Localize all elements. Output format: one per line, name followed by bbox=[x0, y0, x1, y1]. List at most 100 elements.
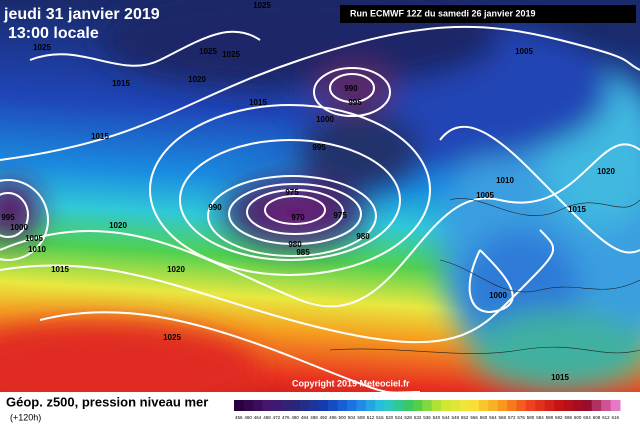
colorbar-label: 576 bbox=[517, 415, 525, 420]
colorbar-cell bbox=[262, 400, 273, 411]
colorbar-cell bbox=[234, 400, 244, 411]
isobar-label: 1000 bbox=[316, 115, 334, 124]
isobar-label: 1020 bbox=[597, 167, 615, 176]
colorbar-label: 524 bbox=[395, 415, 403, 420]
isobar-label: 985 bbox=[296, 248, 310, 257]
colorbar-label: 544 bbox=[442, 415, 450, 420]
colorbar-cell bbox=[328, 400, 339, 411]
colorbar-cell bbox=[450, 400, 461, 411]
colorbar-cell bbox=[318, 400, 329, 411]
isobar-label: 1015 bbox=[112, 79, 130, 88]
colorbar-label: 552 bbox=[461, 415, 469, 420]
colorbar-cell bbox=[337, 400, 348, 411]
colorbar-cell bbox=[412, 400, 423, 411]
colorbar-label: 468 bbox=[263, 415, 271, 420]
isobar-label: 1025 bbox=[253, 1, 271, 10]
run-box bbox=[340, 5, 636, 23]
colorbar-cell bbox=[431, 400, 442, 411]
colorbar-label: 608 bbox=[593, 415, 601, 420]
isobar-label: 1020 bbox=[167, 265, 185, 274]
colorbar-cell bbox=[535, 400, 546, 411]
colorbar-label: 472 bbox=[273, 415, 281, 420]
isobar-label: 1025 bbox=[222, 50, 240, 59]
colorbar-label: 592 bbox=[555, 415, 563, 420]
isobar-label: 1025 bbox=[163, 333, 181, 342]
colorbar-label: 532 bbox=[414, 415, 422, 420]
colorbar-label: 484 bbox=[301, 415, 309, 420]
colorbar-label: 512 bbox=[367, 415, 375, 420]
colorbar-cell bbox=[441, 400, 452, 411]
colorbar-label: 516 bbox=[376, 415, 384, 420]
isobar-label: 1010 bbox=[28, 245, 46, 254]
colorbar-cell bbox=[516, 400, 527, 411]
isobar-label: 1010 bbox=[496, 176, 514, 185]
footer-title: Géop. z500, pression niveau mer bbox=[6, 394, 208, 409]
colorbar-label: 476 bbox=[282, 415, 290, 420]
colorbar-cell bbox=[478, 400, 489, 411]
colorbar-cell bbox=[610, 400, 621, 411]
colorbar-cell bbox=[488, 400, 499, 411]
colorbar-cell bbox=[422, 400, 433, 411]
run: Run ECMWF 12Z du samedi 26 janvier 2019 bbox=[350, 8, 536, 18]
isobar-label: 1000 bbox=[10, 223, 28, 232]
colorbar-cell bbox=[365, 400, 376, 411]
copyright: Copyright 2019 Meteociel.fr bbox=[292, 378, 410, 388]
colorbar-label: 492 bbox=[320, 415, 328, 420]
colorbar-label: 584 bbox=[536, 415, 544, 420]
isobar-label: 1025 bbox=[33, 43, 51, 52]
isobar-label: 970 bbox=[291, 213, 305, 222]
colorbar-label: 572 bbox=[508, 415, 516, 420]
isobar-label: 1015 bbox=[51, 265, 69, 274]
isobar-label: 995 bbox=[312, 143, 326, 152]
colorbar-label: 616 bbox=[612, 415, 620, 420]
colorbar-cell bbox=[309, 400, 320, 411]
colorbar-label: 460 bbox=[244, 415, 252, 420]
isobar-label: 1015 bbox=[249, 98, 267, 107]
colorbar-label: 560 bbox=[480, 415, 488, 420]
colorbar-cell bbox=[591, 400, 602, 411]
colorbar-label: 612 bbox=[602, 415, 610, 420]
colorbar-cell bbox=[563, 400, 574, 411]
colorbar-label: 528 bbox=[404, 415, 412, 420]
colorbar-cell bbox=[601, 400, 612, 411]
isobar-label: 995 bbox=[348, 98, 362, 107]
colorbar-cell bbox=[507, 400, 517, 411]
isobar-label: 990 bbox=[344, 84, 358, 93]
colorbar-label: 600 bbox=[574, 415, 582, 420]
isobar-label: 1025 bbox=[199, 47, 217, 56]
colorbar-cell bbox=[394, 400, 404, 411]
isobar-label: 980 bbox=[288, 240, 302, 249]
colorbar-label: 556 bbox=[470, 415, 478, 420]
colorbar-cell bbox=[497, 400, 508, 411]
isobar-label: 1005 bbox=[476, 191, 494, 200]
colorbar-label: 496 bbox=[329, 415, 337, 420]
colorbar-label: 508 bbox=[357, 415, 365, 420]
isobar-label: 990 bbox=[208, 203, 222, 212]
colorbar-cell bbox=[525, 400, 536, 411]
colorbar-cell bbox=[356, 400, 367, 411]
colorbar-label: 480 bbox=[291, 415, 299, 420]
colorbar-label: 588 bbox=[546, 415, 554, 420]
colorbar-cell bbox=[572, 400, 583, 411]
colorbar-label: 504 bbox=[348, 415, 356, 420]
colorbar-label: 536 bbox=[423, 415, 431, 420]
isobar-label: 1015 bbox=[568, 205, 586, 214]
colorbar-cell bbox=[582, 400, 593, 411]
map-field: 1025 1025 1025 1025 1015 1020 1015 1015 990 995 10… bbox=[0, 0, 640, 392]
colorbar-label: 548 bbox=[451, 415, 459, 420]
colorbar-cell bbox=[346, 400, 357, 411]
time: 13:00 locale bbox=[8, 25, 99, 42]
colorbar-label: 596 bbox=[564, 415, 572, 420]
colorbar-cell bbox=[271, 400, 282, 411]
colorbar-label: 488 bbox=[310, 415, 318, 420]
colorbar-cell bbox=[252, 400, 263, 411]
colorbar-label: 520 bbox=[386, 415, 394, 420]
colorbar-label: 500 bbox=[339, 415, 347, 420]
isobar-label: 975 bbox=[285, 188, 299, 197]
date: jeudi 31 janvier 2019 bbox=[3, 6, 160, 23]
isobar-label: 1005 bbox=[25, 234, 43, 243]
colorbar-label: 456 bbox=[235, 415, 243, 420]
isobar-label: 1015 bbox=[91, 132, 109, 141]
colorbar-label: 564 bbox=[489, 415, 497, 420]
